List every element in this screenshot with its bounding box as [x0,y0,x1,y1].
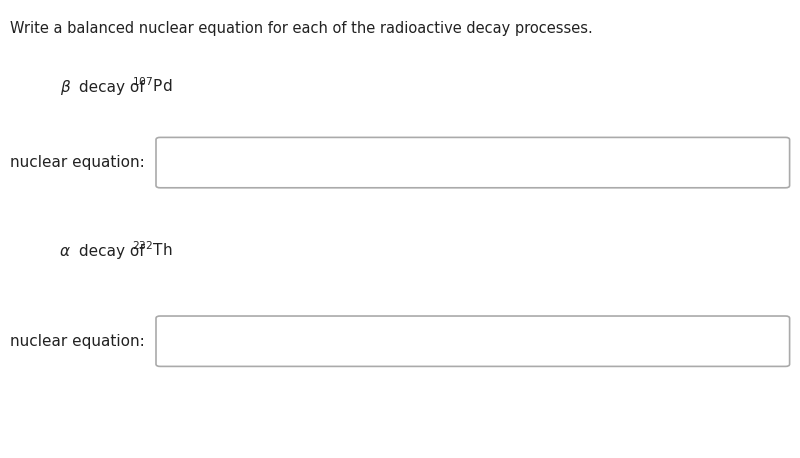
FancyBboxPatch shape [156,316,790,366]
Text: $^{107}$Pd: $^{107}$Pd [132,76,173,95]
Text: Write a balanced nuclear equation for each of the radioactive decay processes.: Write a balanced nuclear equation for ea… [10,21,592,36]
FancyBboxPatch shape [156,137,790,188]
Text: $^{232}$Th: $^{232}$Th [132,241,173,260]
Text: decay of: decay of [74,245,150,260]
Text: α: α [60,245,70,260]
Text: nuclear equation:: nuclear equation: [10,334,144,349]
Text: β: β [60,80,70,95]
Text: nuclear equation:: nuclear equation: [10,155,144,170]
Text: decay of: decay of [74,80,150,95]
